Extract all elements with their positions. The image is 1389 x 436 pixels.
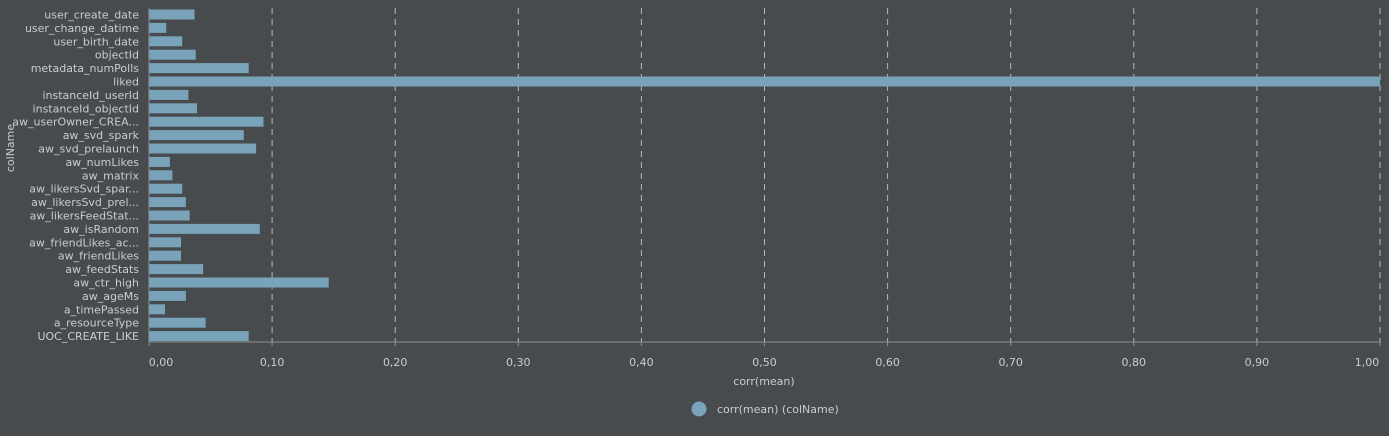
- bar[interactable]: [149, 103, 198, 114]
- category-label: aw_ageMs: [82, 290, 139, 303]
- bar[interactable]: [149, 89, 189, 100]
- bar[interactable]: [149, 22, 167, 33]
- bar[interactable]: [149, 304, 166, 315]
- category-label: aw_likersSvd_spar...: [29, 183, 139, 196]
- category-label: user_create_date: [44, 9, 139, 22]
- category-label: metadata_numPolls: [31, 62, 140, 75]
- category-label: user_birth_date: [53, 35, 139, 48]
- x-tick-label: 0,00: [149, 356, 174, 369]
- y-axis-title: colName: [4, 124, 17, 173]
- bar[interactable]: [149, 116, 264, 127]
- bar[interactable]: [149, 250, 182, 261]
- x-tick-label: 0,80: [1122, 356, 1147, 369]
- legend-label: corr(mean) (colName): [717, 403, 839, 416]
- category-label: aw_svd_spark: [63, 129, 140, 142]
- category-label: instanceId_userId: [42, 89, 139, 102]
- bar[interactable]: [149, 170, 173, 181]
- category-label: a_timePassed: [64, 303, 139, 316]
- bar[interactable]: [149, 223, 260, 234]
- legend-swatch: [691, 401, 707, 417]
- x-tick-label: 0,70: [998, 356, 1023, 369]
- bars: [149, 9, 1380, 342]
- category-label: aw_matrix: [82, 169, 140, 182]
- bar[interactable]: [149, 317, 206, 328]
- category-label: aw_friendLikes_ac...: [29, 236, 139, 249]
- bar[interactable]: [149, 183, 183, 194]
- category-label: aw_numLikes: [65, 156, 139, 169]
- x-tick-label: 0,20: [383, 356, 408, 369]
- category-label: aw_likersFeedStat...: [30, 210, 139, 223]
- category-label: aw_svd_prelaunch: [38, 143, 139, 156]
- category-label: user_change_datime: [25, 22, 139, 35]
- x-tick-label: 0,40: [629, 356, 654, 369]
- x-tick-label: 0,60: [875, 356, 900, 369]
- bar[interactable]: [149, 210, 190, 221]
- category-label: UOC_CREATE_LIKE: [37, 330, 139, 343]
- x-tick-label: 0,50: [752, 356, 777, 369]
- category-label: a_resourceType: [54, 317, 139, 330]
- bar[interactable]: [149, 197, 186, 208]
- legend[interactable]: corr(mean) (colName): [691, 401, 839, 417]
- x-tick-label: 0,90: [1245, 356, 1270, 369]
- x-tick-label: 0,30: [506, 356, 531, 369]
- bar[interactable]: [149, 9, 195, 20]
- category-label: instanceId_objectId: [33, 102, 139, 115]
- x-tick-labels: 0,00 0,10 0,20 0,30 0,40 0,50 0,60 0,70 0,80 0,90…: [148, 342, 1381, 369]
- bar[interactable]: [149, 264, 204, 275]
- bar[interactable]: [149, 36, 183, 47]
- category-label: aw_userOwner_CREA...: [12, 116, 139, 129]
- category-label: objectId: [95, 49, 139, 62]
- category-labels: user_create_dateuser_change_datimeuser_b…: [12, 9, 139, 344]
- x-tick-label: 1,00: [1355, 356, 1380, 369]
- category-label: liked: [113, 76, 139, 89]
- bar[interactable]: [149, 63, 249, 74]
- bar[interactable]: [149, 156, 170, 167]
- bar[interactable]: [149, 277, 329, 288]
- category-label: aw_ctr_high: [73, 277, 139, 290]
- bar[interactable]: [149, 76, 1380, 87]
- category-label: aw_feedStats: [65, 263, 139, 276]
- grid: [271, 8, 1381, 342]
- bar[interactable]: [149, 331, 249, 342]
- category-label: aw_likersSvd_prel...: [31, 196, 139, 209]
- bar[interactable]: [149, 49, 196, 60]
- x-tick-label: 0,10: [260, 356, 285, 369]
- bar[interactable]: [149, 290, 186, 301]
- bar[interactable]: [149, 143, 257, 154]
- category-label: aw_friendLikes: [58, 250, 139, 263]
- x-axis-title: corr(mean): [733, 375, 794, 388]
- bar[interactable]: [149, 237, 182, 248]
- category-label: aw_isRandom: [63, 223, 139, 236]
- bar[interactable]: [149, 130, 244, 141]
